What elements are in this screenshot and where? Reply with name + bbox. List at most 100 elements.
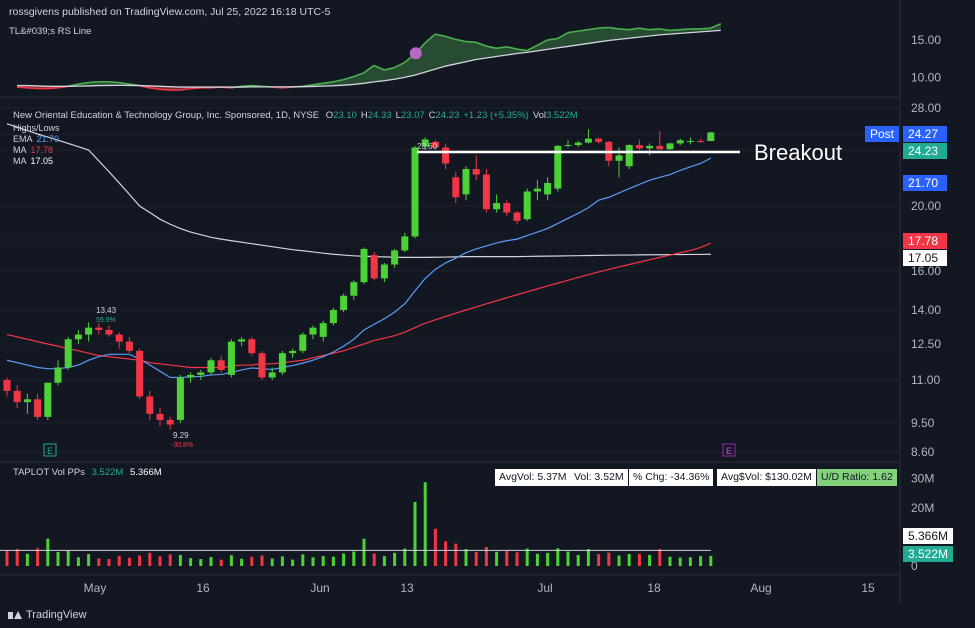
rs-line-segment bbox=[577, 28, 589, 32]
rs-fill-segment bbox=[618, 28, 629, 40]
time-tick-label: Aug bbox=[750, 581, 771, 595]
rs-fill-segment bbox=[547, 38, 558, 50]
volume-bar bbox=[127, 557, 131, 566]
volume-bar bbox=[321, 556, 325, 566]
volume-bar bbox=[709, 555, 713, 566]
rs-fill-segment bbox=[639, 28, 650, 38]
price-badge bbox=[903, 175, 947, 191]
rs-fill-segment bbox=[557, 32, 568, 48]
chart-canvas[interactable]: 28.0024.0022.0020.0018.0016.0014.0012.50… bbox=[0, 0, 975, 604]
may-low-price: 9.29 bbox=[173, 431, 189, 440]
price-tick-label: 9.50 bbox=[911, 416, 935, 430]
legend-entry: MA 17.05 bbox=[13, 156, 53, 166]
candle-body bbox=[482, 174, 490, 210]
rs-line-segment bbox=[608, 26, 619, 30]
price-badge bbox=[903, 233, 947, 249]
rs-line-segment bbox=[475, 41, 487, 47]
candle-body bbox=[289, 350, 297, 354]
time-tick-label: May bbox=[84, 581, 107, 595]
volume-bar bbox=[382, 556, 386, 566]
volume-bar bbox=[148, 552, 152, 566]
rs-line-segment bbox=[241, 84, 252, 88]
rs-line-segment bbox=[496, 46, 507, 50]
rs-line-segment bbox=[679, 28, 691, 31]
volume-bar bbox=[444, 541, 448, 566]
candle-body bbox=[564, 145, 572, 147]
ohlc-key: Vol bbox=[533, 110, 546, 121]
volume-bar bbox=[25, 553, 29, 566]
candle-body bbox=[472, 168, 480, 175]
candle-body bbox=[329, 310, 337, 324]
rs-line-segment bbox=[373, 64, 385, 71]
volume-bar bbox=[138, 555, 142, 566]
volume-bar bbox=[464, 549, 468, 566]
candle-body bbox=[533, 188, 541, 192]
volume-bar bbox=[291, 559, 295, 566]
rs-line-segment bbox=[16, 86, 28, 89]
volume-bar bbox=[87, 554, 91, 566]
volume-bar bbox=[372, 553, 376, 566]
volume-stat-box: Vol: 3.52M bbox=[570, 469, 628, 486]
ohlc-value: +1.23 (+5.35%) bbox=[463, 110, 529, 121]
volume-bar bbox=[260, 555, 264, 566]
grid-lines bbox=[0, 107, 900, 453]
volume-bar bbox=[617, 555, 621, 566]
candle-body bbox=[217, 360, 225, 370]
candle-body bbox=[187, 374, 195, 378]
volume-bar bbox=[648, 554, 652, 566]
volume-bar bbox=[566, 551, 570, 566]
earnings-marker-aug[interactable]: E bbox=[722, 443, 736, 457]
candle-body bbox=[64, 339, 72, 368]
volume-bar bbox=[495, 551, 499, 566]
rs-line-segment bbox=[536, 39, 548, 47]
price-badge-value: 17.05 bbox=[908, 251, 938, 265]
rs-line-layer bbox=[16, 22, 722, 91]
rs-fill-segment bbox=[445, 36, 456, 67]
rs-line-segment bbox=[547, 37, 558, 41]
rs-fill-segment bbox=[608, 27, 619, 41]
tradingview-logo[interactable]: TradingView bbox=[8, 609, 87, 621]
rs-line-segment bbox=[598, 26, 609, 29]
rs-new-high-dot bbox=[409, 47, 422, 60]
candles-layer bbox=[3, 129, 715, 430]
rs-fill-segment bbox=[476, 42, 487, 60]
volume-bar bbox=[209, 556, 213, 566]
candle-body bbox=[360, 248, 368, 283]
moving-averages-layer bbox=[6, 123, 712, 379]
tradingview-brand: TradingView bbox=[26, 609, 87, 621]
rs-line-segment bbox=[628, 27, 640, 31]
volume-bar bbox=[56, 552, 60, 566]
rs-line-segment bbox=[118, 81, 130, 85]
candle-body bbox=[493, 203, 501, 210]
rs-line-segment bbox=[180, 87, 191, 91]
candle-body bbox=[176, 377, 184, 420]
rs-fill-segment bbox=[588, 28, 599, 44]
may-high-pct: 59.9% bbox=[96, 317, 116, 324]
volume-bar bbox=[46, 538, 50, 566]
earnings-marker-may[interactable]: E bbox=[43, 443, 57, 457]
rs-line-segment bbox=[363, 64, 375, 74]
volume-stat-box: AvgVol: 5.37M bbox=[495, 469, 571, 486]
price-tick-label: 20.00 bbox=[911, 199, 941, 213]
rs-fill-segment bbox=[496, 46, 507, 57]
candle-body bbox=[676, 140, 684, 144]
volume-bar bbox=[454, 543, 458, 566]
volume-bar bbox=[117, 555, 121, 566]
rs-fill-segment bbox=[425, 34, 436, 73]
candle-body bbox=[74, 334, 82, 340]
candle-body bbox=[13, 390, 21, 403]
price-badge-value: 24.27 bbox=[908, 127, 938, 141]
ma-red-line bbox=[6, 242, 712, 369]
candle-body bbox=[452, 177, 460, 198]
rs-line-segment bbox=[424, 33, 436, 44]
volume-bar bbox=[199, 559, 203, 566]
rs-fill-segment bbox=[567, 31, 578, 47]
rs-fill-segment bbox=[333, 79, 344, 86]
price-badge-value: 17.78 bbox=[908, 234, 938, 248]
price-badge bbox=[903, 250, 947, 266]
rs-line-segment bbox=[88, 81, 99, 84]
price-badge bbox=[903, 126, 947, 142]
candle-body bbox=[656, 145, 664, 150]
candle-body bbox=[615, 155, 623, 161]
candle-body bbox=[544, 182, 552, 195]
